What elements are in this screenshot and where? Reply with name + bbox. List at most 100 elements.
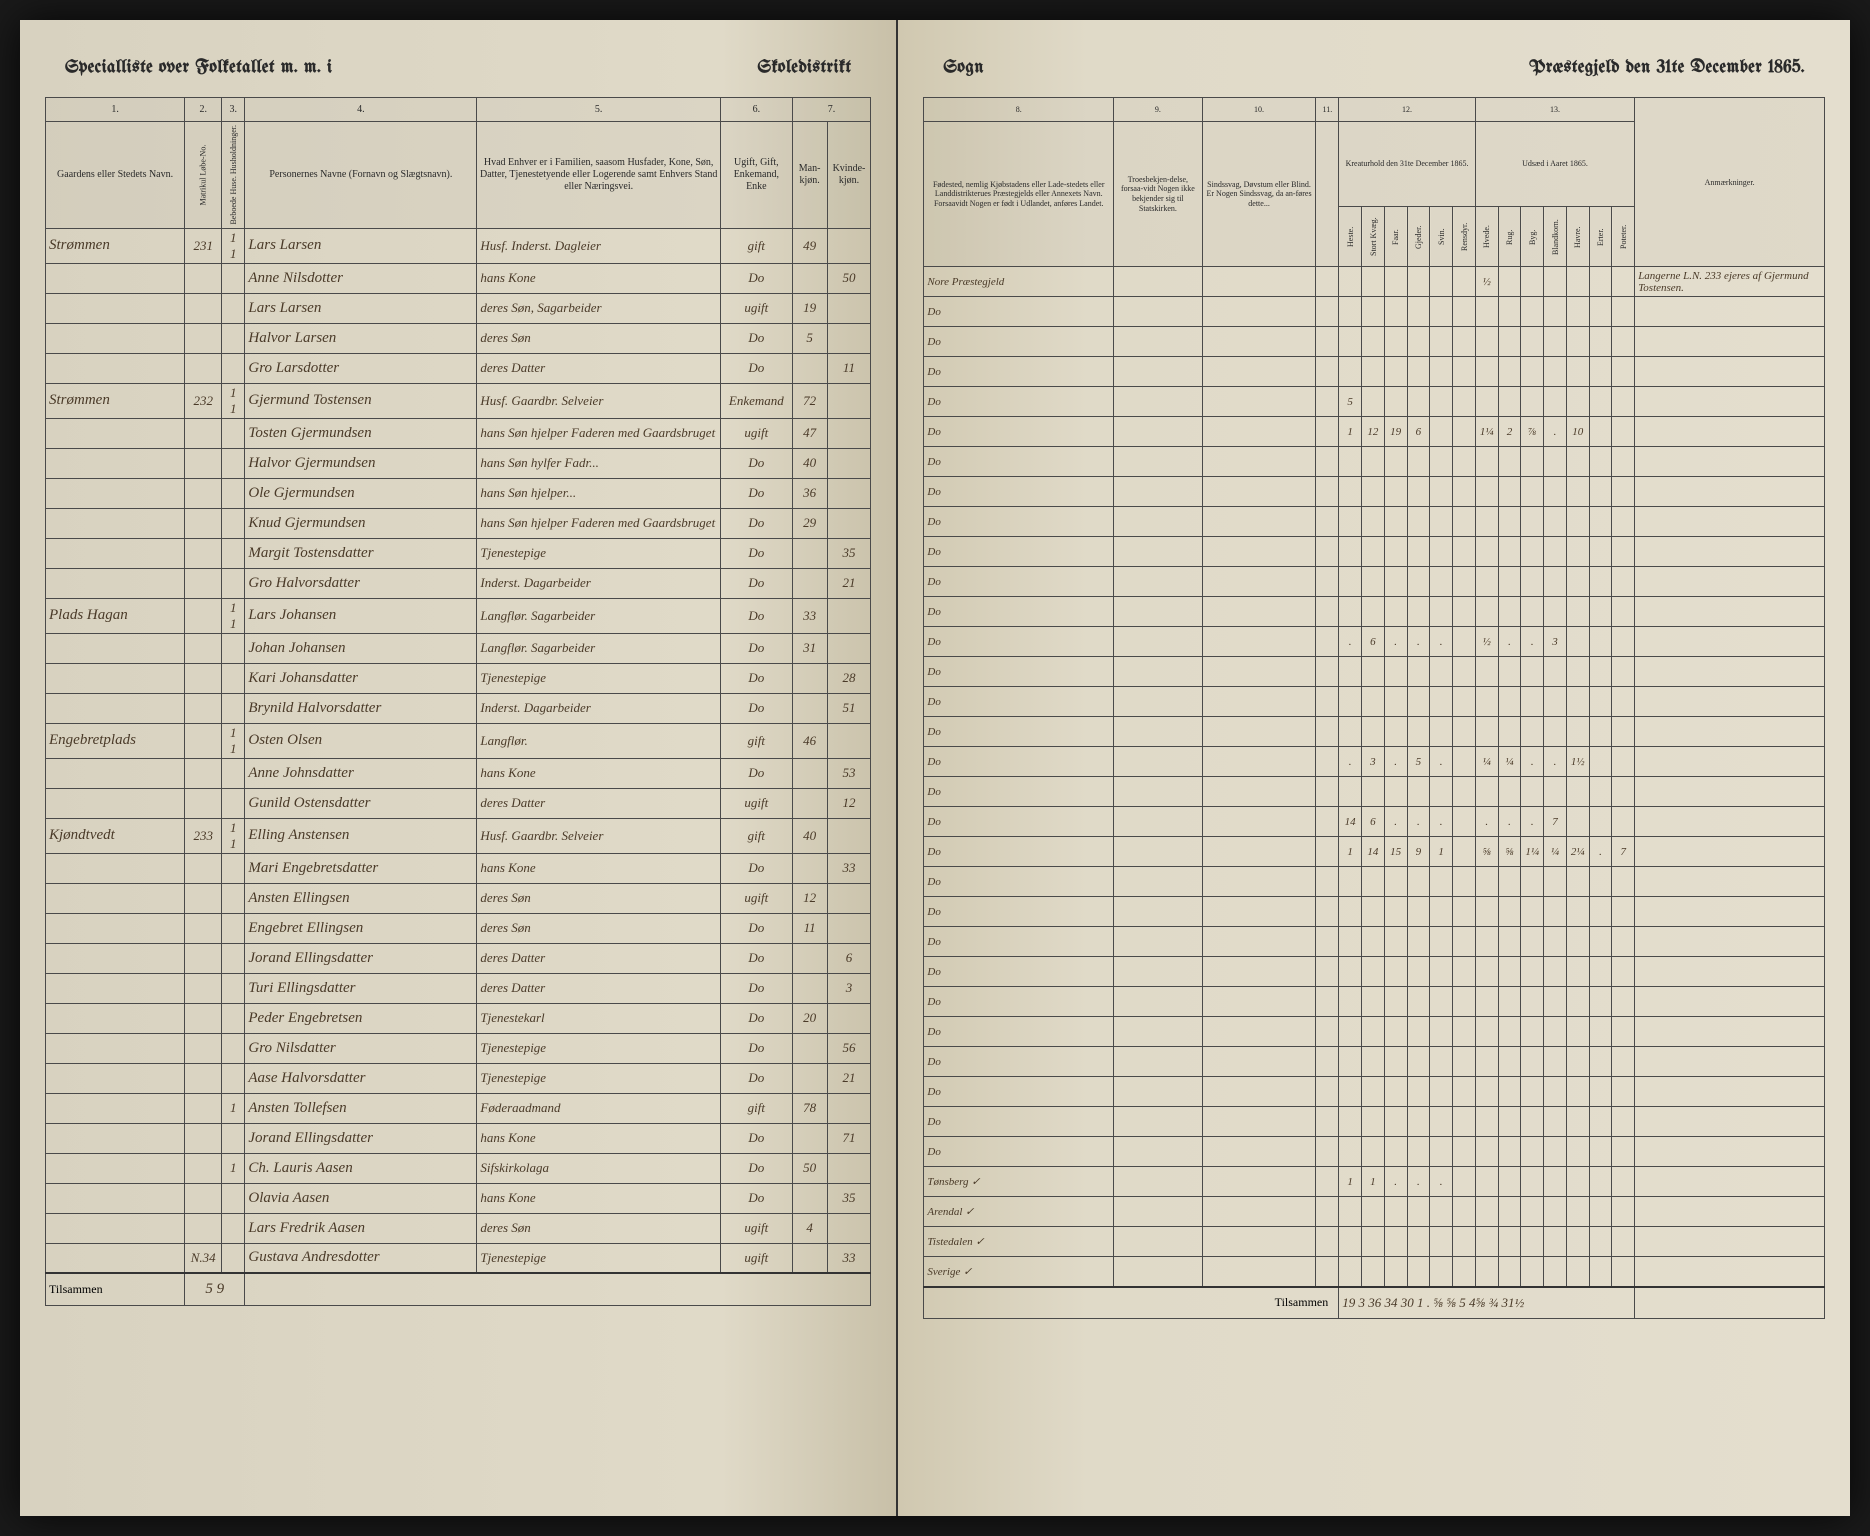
- cell-c13: [1589, 1197, 1612, 1227]
- cell-c9: [1114, 867, 1203, 897]
- cell-c12: [1339, 1047, 1362, 1077]
- cell-c12: [1362, 687, 1385, 717]
- cell-c13: [1521, 537, 1544, 567]
- cell-c13: [1544, 987, 1567, 1017]
- table-row: Do.6...½..3: [924, 627, 1825, 657]
- cell-c12: [1453, 687, 1476, 717]
- cell-gaard: [46, 913, 185, 943]
- table-row: Margit TostensdatterTjenestepigeDo35: [46, 538, 871, 568]
- cell-navn: Gustava Andresdotter: [245, 1243, 477, 1273]
- cell-c9: [1114, 537, 1203, 567]
- cell-mk: 40: [792, 818, 827, 853]
- cell-c13: [1475, 987, 1498, 1017]
- cell-c9: [1114, 627, 1203, 657]
- cell-c13: [1475, 1197, 1498, 1227]
- cell-c13: [1498, 1227, 1521, 1257]
- cell-c11: [1316, 987, 1339, 1017]
- cell-c12: [1384, 657, 1407, 687]
- cell-c12: [1430, 447, 1453, 477]
- cell-c12: [1362, 597, 1385, 627]
- cell-stat: gift: [720, 1093, 792, 1123]
- cell-c13: [1589, 897, 1612, 927]
- cell-kk: [827, 1003, 871, 1033]
- cell-c11: [1316, 1167, 1339, 1197]
- cell-c10: [1202, 1137, 1316, 1167]
- cell-bh-hh: 1 1: [222, 228, 245, 263]
- cell-navn: Lars Fredrik Aasen: [245, 1213, 477, 1243]
- cell-c13: .: [1589, 837, 1612, 867]
- cell-c13: [1589, 597, 1612, 627]
- cell-fod: Do: [924, 837, 1114, 867]
- cell-anm: [1635, 297, 1825, 327]
- table-row: Do: [924, 1017, 1825, 1047]
- cell-mn: [185, 478, 222, 508]
- cell-bh-hh: [222, 663, 245, 693]
- cell-navn: Gro Larsdotter: [245, 353, 477, 383]
- cell-c12: [1407, 357, 1430, 387]
- cell-c9: [1114, 597, 1203, 627]
- cell-c13: [1544, 507, 1567, 537]
- table-row: Do: [924, 657, 1825, 687]
- cell-c12: [1407, 717, 1430, 747]
- cell-c10: [1202, 387, 1316, 417]
- cell-navn: Ole Gjermundsen: [245, 478, 477, 508]
- cell-c10: [1202, 897, 1316, 927]
- right-table: 8. 9. 10. 11. 12. 13. Anmærkninger. Føde…: [923, 97, 1825, 1319]
- col-label: Fødested, nemlig Kjøbstadens eller Lade-…: [924, 122, 1114, 267]
- cell-fod: Do: [924, 597, 1114, 627]
- cell-c12: .: [1407, 1167, 1430, 1197]
- cell-c13: [1566, 1077, 1589, 1107]
- cell-c12: [1407, 387, 1430, 417]
- cell-mn: [185, 723, 222, 758]
- col-num: 2.: [185, 98, 222, 122]
- cell-c13: [1612, 1107, 1635, 1137]
- cell-c12: [1430, 927, 1453, 957]
- cell-c13: [1612, 957, 1635, 987]
- col-num: 10.: [1202, 98, 1316, 122]
- cell-mn: [185, 973, 222, 1003]
- cell-c12: 19: [1384, 417, 1407, 447]
- cell-c11: [1316, 927, 1339, 957]
- cell-c13: 1¼: [1521, 837, 1544, 867]
- cell-navn: Engebret Ellingsen: [245, 913, 477, 943]
- cell-c10: [1202, 357, 1316, 387]
- cell-c9: [1114, 747, 1203, 777]
- cell-c12: .: [1384, 747, 1407, 777]
- cell-kk: 56: [827, 1033, 871, 1063]
- cell-c13: [1566, 297, 1589, 327]
- cell-navn: Ch. Lauris Aasen: [245, 1153, 477, 1183]
- cell-c13: [1544, 1077, 1567, 1107]
- cell-fod: Do: [924, 507, 1114, 537]
- cell-c13: [1498, 537, 1521, 567]
- col-num: 13.: [1475, 98, 1634, 122]
- cell-c13: [1589, 807, 1612, 837]
- cell-kk: 11: [827, 353, 871, 383]
- cell-bh-hh: [222, 913, 245, 943]
- cell-c13: [1589, 297, 1612, 327]
- cell-c12: 1: [1339, 417, 1362, 447]
- cell-navn: Lars Larsen: [245, 228, 477, 263]
- table-row: Gro HalvorsdatterInderst. DagarbeiderDo2…: [46, 568, 871, 598]
- table-row: Do: [924, 897, 1825, 927]
- cell-c13: [1475, 477, 1498, 507]
- table-row: Halvor Gjermundsenhans Søn hylfer Fadr..…: [46, 448, 871, 478]
- cell-kk: [827, 448, 871, 478]
- cell-c12: [1384, 687, 1407, 717]
- cell-c12: [1453, 1257, 1476, 1287]
- cell-fod: Do: [924, 387, 1114, 417]
- cell-bh-hh: [222, 293, 245, 323]
- cell-c11: [1316, 447, 1339, 477]
- cell-c10: [1202, 717, 1316, 747]
- cell-gaard: [46, 1243, 185, 1273]
- cell-fam: Tjenestepige: [477, 663, 721, 693]
- cell-c12: [1339, 777, 1362, 807]
- cell-c13: [1521, 987, 1544, 1017]
- cell-anm: [1635, 537, 1825, 567]
- cell-kk: 3: [827, 973, 871, 1003]
- cell-c10: [1202, 1227, 1316, 1257]
- cell-c12: 1: [1339, 837, 1362, 867]
- cell-stat: Enkemand: [720, 383, 792, 418]
- cell-c11: [1316, 327, 1339, 357]
- cell-c11: [1316, 1077, 1339, 1107]
- cell-c12: [1453, 477, 1476, 507]
